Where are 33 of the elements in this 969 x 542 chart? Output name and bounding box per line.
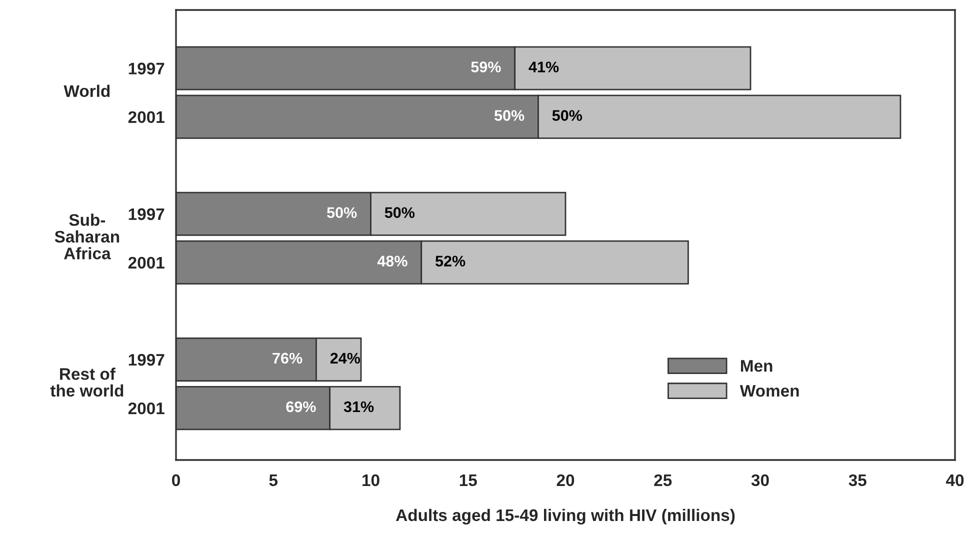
annotation: 50% [552, 110, 582, 121]
y-tick-label: 2001 [128, 111, 164, 123]
text: Rest of the world [50, 368, 124, 397]
legend-label: Women [740, 385, 799, 397]
annotation: 50% [494, 110, 524, 121]
x-axis-title: Adults aged 15-49 living with HIV (millions) [396, 508, 735, 524]
x-tick-label: 25 [654, 474, 672, 486]
text: World [64, 84, 110, 97]
y-tick-label: 1997 [128, 62, 164, 74]
x-tick-label: 5 [269, 474, 278, 486]
x-tick-label: 40 [946, 474, 964, 486]
legend-label: Men [741, 360, 772, 372]
text: Sub- Saharan Africa [54, 214, 120, 260]
y-tick-label: 2001 [128, 256, 164, 269]
x-tick-label: 30 [751, 474, 769, 486]
annotation: 48% [377, 256, 408, 267]
y-tick-label: 1997 [128, 354, 164, 366]
x-tick-label: 35 [848, 474, 866, 486]
annotation: 59% [471, 62, 501, 72]
annotation: 69% [286, 401, 316, 412]
x-tick-label: 20 [556, 474, 574, 486]
annotation: 50% [327, 207, 357, 218]
annotation: 76% [272, 352, 302, 364]
x-tick-label: 10 [362, 474, 380, 486]
annotation: 52% [435, 256, 466, 267]
annotation: 31% [344, 401, 374, 412]
y-tick-label: 2001 [128, 402, 164, 414]
annotation: 41% [528, 62, 559, 72]
y-tick-label: 1997 [128, 208, 164, 220]
annotation: 50% [384, 207, 415, 218]
x-tick-label: 15 [460, 474, 477, 486]
annotation: 24% [330, 352, 360, 364]
x-tick-label: 0 [172, 474, 180, 486]
